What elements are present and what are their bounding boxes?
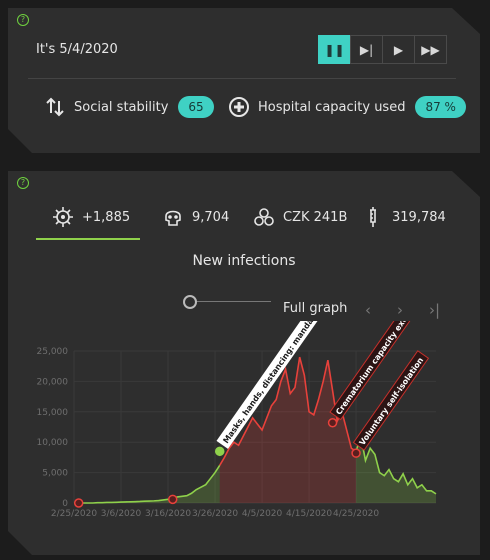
event-marker [352, 449, 360, 457]
event-marker [169, 495, 177, 503]
y-tick-label: 5,000 [42, 469, 68, 479]
slider-handle[interactable] [183, 295, 197, 309]
tab-deaths[interactable]: 9,704 [162, 206, 229, 228]
syringe-icon [362, 206, 384, 228]
hospital-capacity-label: Hospital capacity used [258, 99, 406, 115]
tab-infections-label: +1,885 [82, 209, 131, 225]
social-stability-label: Social stability [74, 99, 169, 115]
annotation-box [217, 321, 324, 448]
hospital-icon [228, 96, 250, 118]
annotation-box [330, 321, 414, 420]
y-tick-label: 15,000 [37, 408, 69, 418]
area-segment [74, 465, 220, 503]
event-annotation[interactable]: Crematorium capacity excee [330, 321, 416, 420]
x-tick-label: 4/25/2020 [333, 509, 379, 519]
infections-chart: 0 5,000 10,000 15,000 20,000 25,000 2/25/2020 3… [8, 321, 480, 521]
chart-title: New infections [192, 253, 296, 269]
x-tick-label: 3/26/2020 [192, 509, 238, 519]
help-icon[interactable]: ? [17, 177, 29, 189]
event-marker [216, 447, 224, 455]
area-segment [356, 436, 436, 503]
x-tick-label: 4/5/2020 [242, 509, 283, 519]
tab-vaccinations-label: 319,784 [392, 209, 446, 225]
virus-icon [52, 206, 74, 228]
skull-icon [162, 206, 184, 228]
current-date: It's 5/4/2020 [36, 42, 118, 57]
series-line [220, 357, 356, 465]
help-icon[interactable]: ? [17, 14, 29, 26]
step-button[interactable]: ▶| [350, 35, 383, 64]
tab-deaths-label: 9,704 [192, 209, 230, 225]
y-tick-label: 10,000 [37, 438, 69, 448]
tab-vaccinations[interactable]: 319,784 [362, 206, 446, 228]
area-segment [220, 357, 356, 503]
x-tick-label: 4/15/2020 [286, 509, 332, 519]
chart-nav: ‹ › ›| [365, 301, 440, 319]
fast-forward-icon: ▶▶ [421, 42, 440, 57]
x-tick-label: 3/16/2020 [145, 509, 191, 519]
coins-icon [253, 206, 275, 228]
annotation-text: Crematorium capacity excee [334, 321, 415, 417]
range-slider[interactable] [183, 295, 275, 309]
playback-controls: ❚❚ ▶| ▶ ▶▶ [319, 35, 447, 64]
y-tick-label: 0 [62, 499, 68, 509]
y-tick-label: 25,000 [37, 347, 69, 357]
play-button[interactable]: ▶ [382, 35, 415, 64]
hospital-capacity-stat[interactable]: Hospital capacity used 87 % [228, 96, 466, 118]
last-arrow-icon[interactable]: ›| [429, 301, 441, 319]
fast-forward-button[interactable]: ▶▶ [414, 35, 447, 64]
series-line [74, 465, 220, 503]
metric-tabs: +1,885 9,704 CZK 241B 319,784 [36, 206, 456, 238]
next-arrow-icon[interactable]: › [397, 301, 403, 319]
prev-arrow-icon[interactable]: ‹ [365, 301, 371, 319]
tab-economy-label: CZK 241B [283, 209, 348, 225]
slider-track [191, 301, 271, 302]
divider [28, 78, 456, 79]
tab-economy[interactable]: CZK 241B [253, 206, 347, 228]
tab-infections[interactable]: +1,885 [52, 206, 130, 228]
annotation-box [354, 351, 429, 450]
active-tab-indicator [36, 238, 140, 240]
pause-button[interactable]: ❚❚ [318, 35, 351, 64]
step-icon: ▶| [359, 42, 374, 57]
y-tick-label: 20,000 [37, 377, 69, 387]
full-graph-label: Full graph [283, 301, 348, 316]
series-line [356, 436, 436, 494]
event-marker [75, 499, 83, 507]
play-icon: ▶ [393, 42, 404, 57]
stability-arrows-icon [44, 96, 66, 118]
pause-icon: ❚❚ [324, 42, 345, 57]
x-tick-label: 3/6/2020 [101, 509, 142, 519]
chart-panel: ? +1,885 9,704 CZK 241B [8, 171, 480, 555]
social-stability-stat[interactable]: Social stability 65 [44, 96, 214, 118]
x-tick-label: 2/25/2020 [51, 509, 97, 519]
event-marker [329, 419, 337, 427]
status-panel: ? It's 5/4/2020 ❚❚ ▶| ▶ ▶▶ Social stabil… [8, 8, 480, 153]
social-stability-badge: 65 [178, 96, 213, 118]
hospital-capacity-badge: 87 % [415, 96, 466, 118]
